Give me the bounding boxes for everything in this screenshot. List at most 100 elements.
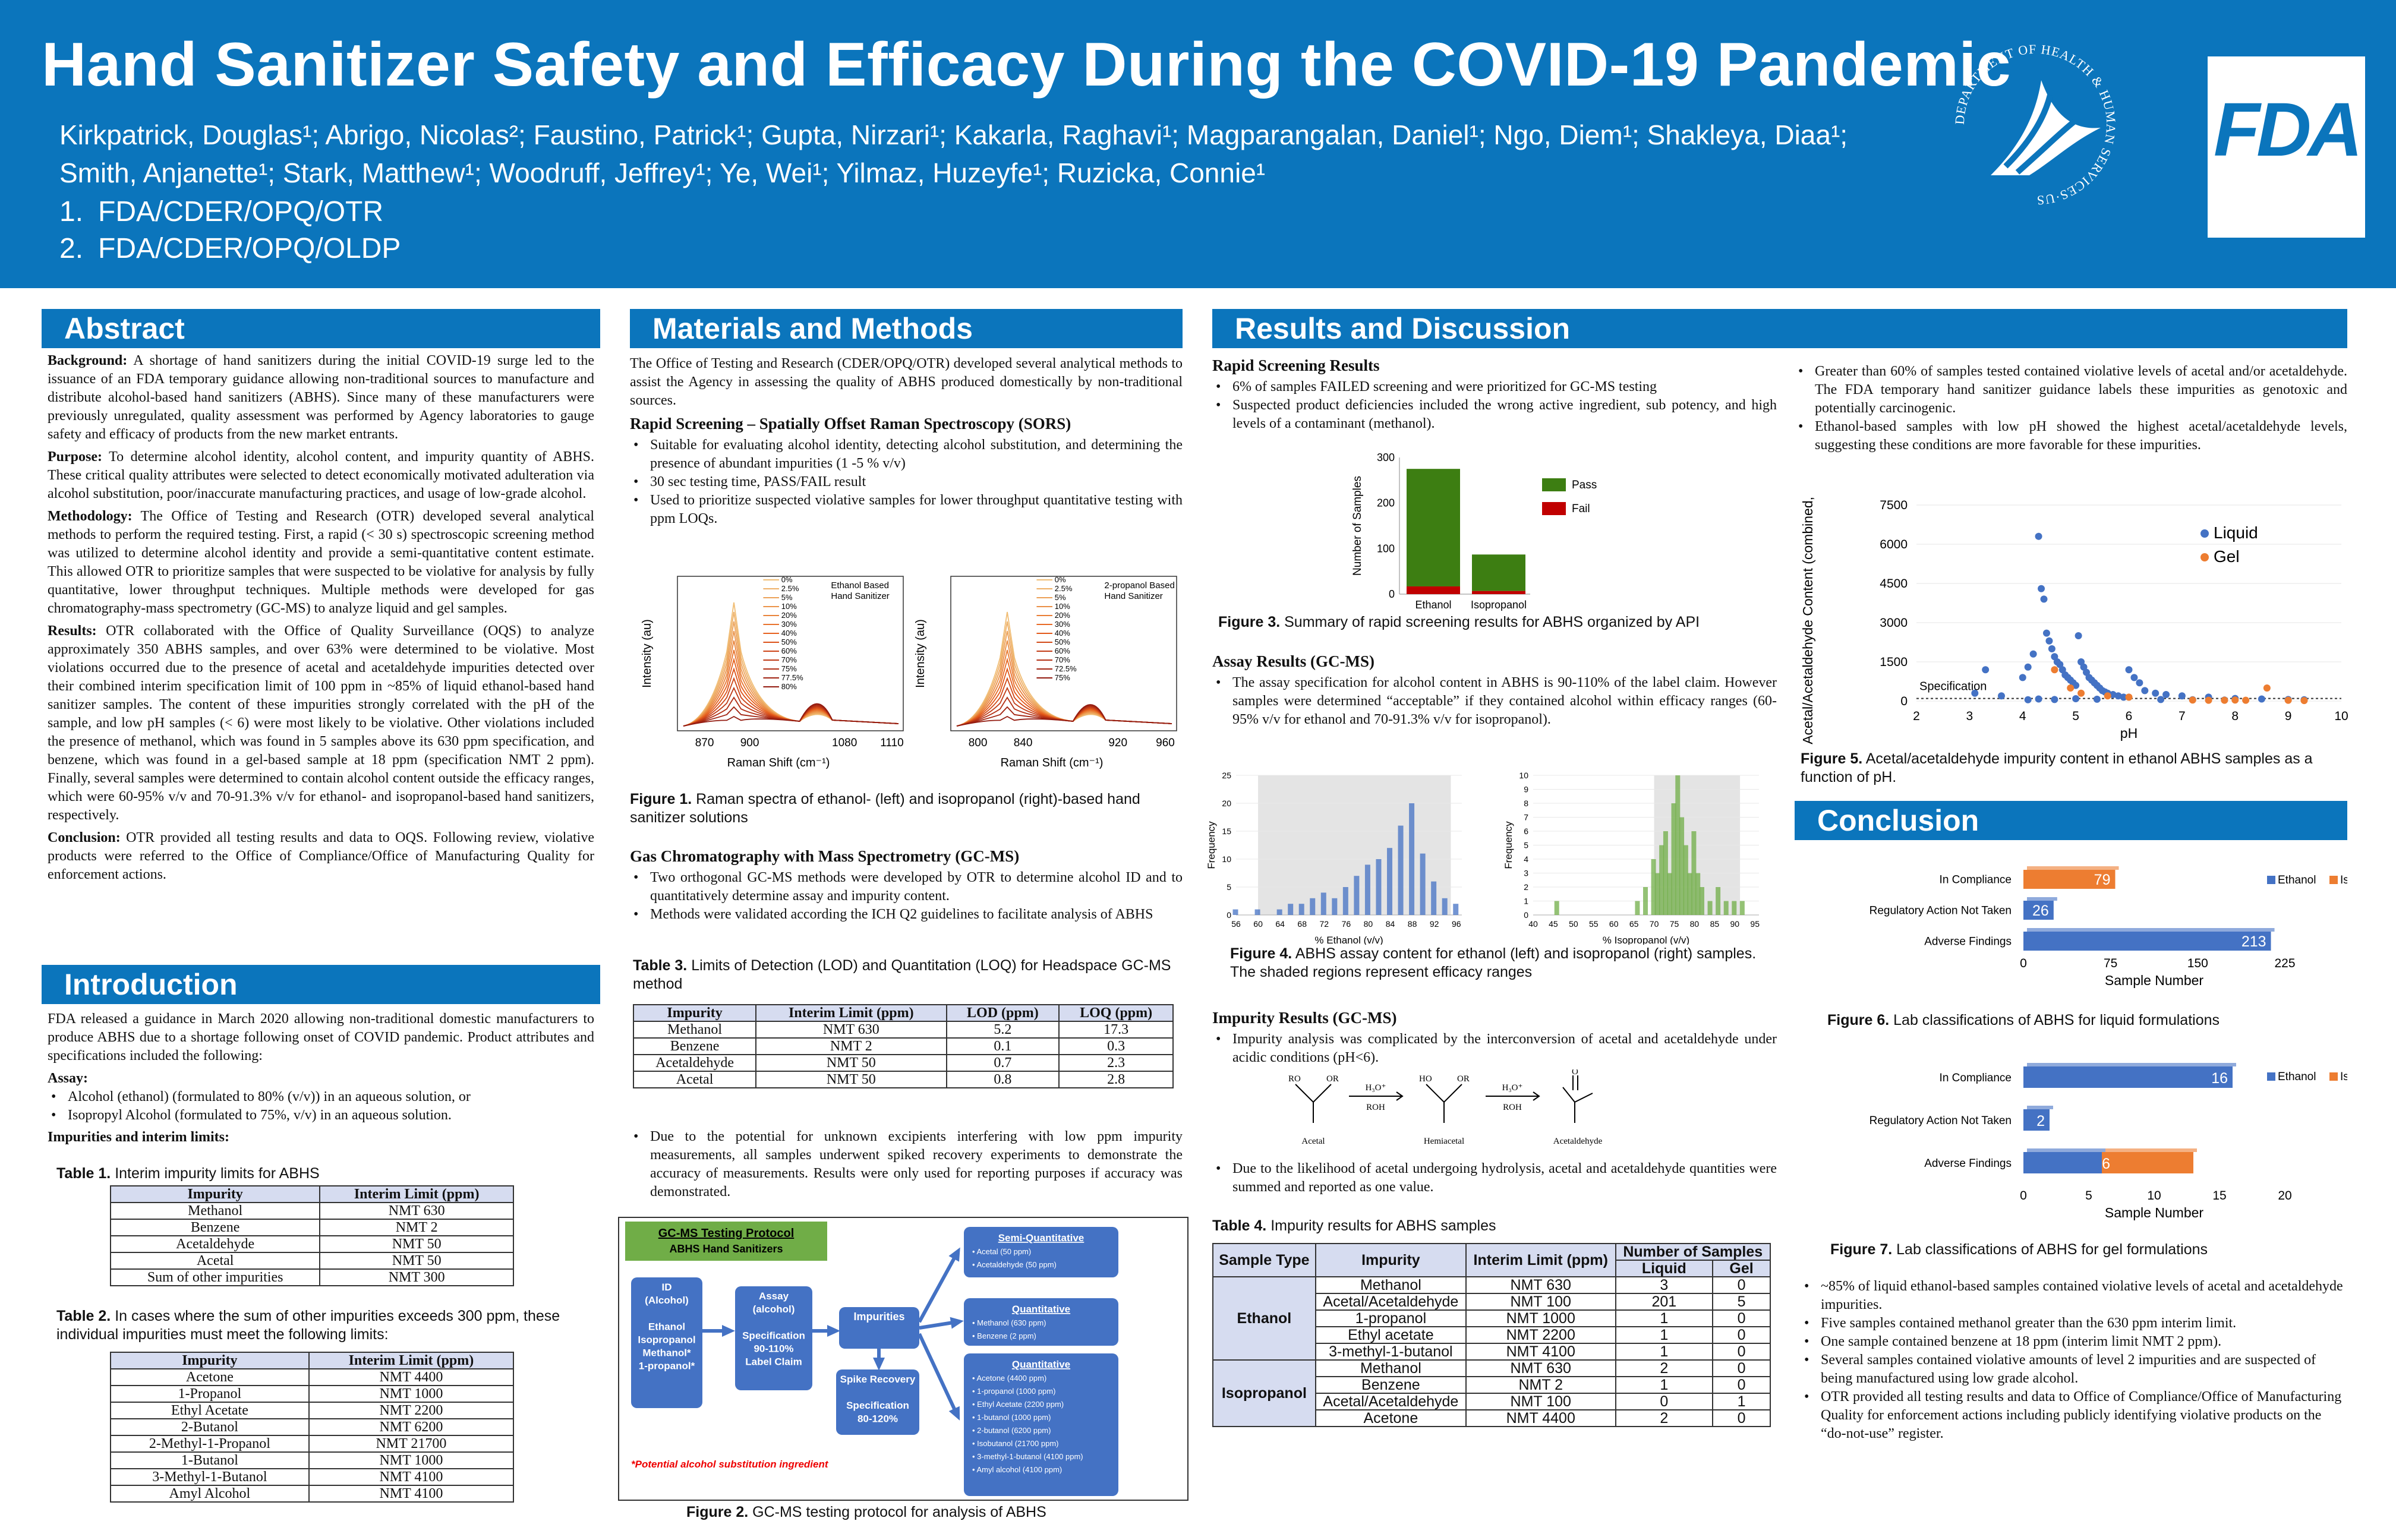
table-4: Sample Type Impurity Interim Limit (ppm) Nu… bbox=[1212, 1243, 1771, 1427]
histogram-bar bbox=[1376, 859, 1382, 915]
chem-label: OR bbox=[1457, 1074, 1470, 1084]
caption-text: Raman spectra of ethanol- (left) and iso… bbox=[630, 791, 1140, 826]
scatter-point-gel bbox=[2242, 696, 2250, 704]
legend-label: Fail bbox=[1572, 503, 1590, 515]
assay-results-heading: Assay Results (GC-MS) bbox=[1212, 652, 1374, 670]
histogram-bar bbox=[1635, 901, 1640, 915]
y-tick-label: 20 bbox=[1222, 799, 1231, 808]
scatter-point-gel bbox=[2221, 696, 2228, 704]
table-row: Acetaldehyde NMT 50 bbox=[109, 1235, 514, 1253]
table-row: 1-Propanol NMT 1000 bbox=[110, 1385, 515, 1403]
protocol-spike-box-text: 80-120% bbox=[857, 1413, 898, 1424]
table-cell: Acetal bbox=[109, 1252, 321, 1270]
raman-spectrum-line bbox=[683, 703, 899, 727]
fda-logo: FDA bbox=[2208, 56, 2365, 238]
table-cell: 0 bbox=[1712, 1359, 1771, 1377]
column-header: Impurity bbox=[109, 1185, 321, 1203]
x-tick-label: 65 bbox=[1629, 919, 1639, 929]
chem-label: O bbox=[1572, 1069, 1578, 1077]
chem-label: HO bbox=[1419, 1074, 1432, 1084]
raman-spectrum-line bbox=[956, 667, 1172, 727]
legend-swatch bbox=[1542, 502, 1566, 515]
scatter-point-gel bbox=[2205, 696, 2212, 704]
table-cell: 0 bbox=[1615, 1393, 1714, 1410]
reagent-label: H₃O⁺ bbox=[1502, 1083, 1523, 1093]
x-tick-label: 90 bbox=[1730, 919, 1739, 929]
bar-ethanol bbox=[2023, 1109, 2050, 1131]
histogram-bar bbox=[1683, 845, 1688, 915]
y-tick-label: 3000 bbox=[1880, 616, 1908, 630]
table-cell: Acetal/Acetaldehyde bbox=[1314, 1393, 1467, 1410]
sors-heading: Rapid Screening – Spatially Offset Raman… bbox=[630, 415, 1071, 433]
introduction-heading: Introduction bbox=[42, 965, 600, 1004]
histogram-bar bbox=[1332, 898, 1338, 915]
x-tick-label: 10 bbox=[2334, 709, 2348, 723]
reagent-label: ROH bbox=[1366, 1103, 1385, 1112]
affiliation-1: FDA/CDER/OPQ/OTR bbox=[98, 196, 384, 228]
raman-legend-entry: 30% bbox=[781, 620, 797, 629]
caption-text: Acetal/acetaldehyde impurity content in … bbox=[1801, 750, 2313, 785]
x-tick-label: 6 bbox=[2126, 709, 2133, 723]
raman-spectrum-line bbox=[956, 630, 1172, 727]
intro-paragraph: FDA released a guidance in March 2020 al… bbox=[48, 1011, 594, 1064]
figure2-caption: Figure 2. GC-MS testing protocol for ana… bbox=[686, 1503, 1162, 1522]
x-axis-label: Sample Number bbox=[2105, 1205, 2204, 1220]
protocol-quant-item: • 3-methyl-1-butanol (4100 ppm) bbox=[972, 1452, 1083, 1461]
table-cell: NMT 100 bbox=[1465, 1293, 1616, 1311]
raman-spectrum-line bbox=[956, 640, 1172, 727]
table-cell: 0.3 bbox=[1058, 1037, 1174, 1055]
y-tick-label: 1500 bbox=[1880, 655, 1908, 669]
bar-value-label: 6 bbox=[2102, 1156, 2110, 1172]
assay-item: Alcohol (ethanol) (formulated to 80% (v/… bbox=[48, 1088, 594, 1106]
finding-item: Ethanol-based samples with low pH showed… bbox=[1795, 418, 2347, 455]
histogram-bar bbox=[1679, 817, 1685, 915]
x-tick-label: 84 bbox=[1386, 919, 1395, 929]
y-tick-label: 0 bbox=[1900, 695, 1908, 708]
histogram-bar bbox=[1554, 901, 1559, 915]
legend-label: Isopropanol bbox=[2340, 874, 2347, 886]
x-tick-label: 64 bbox=[1275, 919, 1285, 929]
raman-spectrum-line bbox=[956, 704, 1172, 727]
scatter-point-liquid bbox=[2120, 693, 2127, 701]
protocol-assay-box-text: Specification bbox=[742, 1330, 805, 1341]
raman-x-tick: 960 bbox=[1156, 737, 1175, 749]
conclusion-body: ~85% of liquid ethanol-based samples con… bbox=[1801, 1277, 2350, 1443]
y-tick-label: 2 bbox=[1524, 882, 1528, 892]
x-tick-label: 5 bbox=[2072, 709, 2079, 723]
raman-legend-entry: 2.5% bbox=[781, 584, 799, 593]
impurity-results-section: Impurity Results (GC-MS) Impurity analys… bbox=[1212, 1004, 1777, 1067]
scatter-point-liquid bbox=[1982, 666, 1990, 674]
x-tick-label: 7 bbox=[2179, 709, 2186, 723]
table-cell: NMT 1000 bbox=[308, 1451, 515, 1469]
table-cell: NMT 50 bbox=[319, 1235, 514, 1253]
raman-legend-entry: 20% bbox=[781, 611, 797, 620]
table-row: Acetal NMT 50 0.8 2.8 bbox=[632, 1071, 1174, 1088]
x-tick-label: 5 bbox=[2085, 1189, 2092, 1203]
caption-label: Figure 4. bbox=[1230, 945, 1292, 962]
column-header: Liquid bbox=[1615, 1260, 1714, 1277]
table-cell: Benzene bbox=[1314, 1376, 1467, 1394]
chem-label: RO bbox=[1288, 1074, 1301, 1084]
caption-label: Table 4. bbox=[1212, 1217, 1267, 1234]
protocol-spike-box-text: Spike Recovery bbox=[840, 1374, 916, 1385]
table-cell: 5 bbox=[1712, 1293, 1771, 1311]
bar-isopropanol bbox=[2023, 870, 2116, 889]
scatter-point-liquid bbox=[2157, 696, 2165, 703]
protocol-id-box-text: ID bbox=[662, 1282, 672, 1293]
assay-results-text: The assay specification for alcohol cont… bbox=[1212, 674, 1777, 729]
protocol-assay-box-text: (alcohol) bbox=[753, 1304, 795, 1315]
scatter-point-liquid bbox=[2152, 689, 2159, 697]
scatter-point-gel bbox=[2231, 696, 2239, 704]
x-tick-label: 10 bbox=[2147, 1189, 2161, 1203]
bar-value-label: 213 bbox=[2241, 933, 2266, 950]
histogram-bar bbox=[1700, 887, 1704, 915]
y-tick-label: 5 bbox=[1524, 841, 1528, 850]
x-tick-label: 80 bbox=[1690, 919, 1700, 929]
y-tick-label: 200 bbox=[1377, 497, 1395, 509]
protocol-quant-box bbox=[964, 1298, 1118, 1346]
bar-value-label: 26 bbox=[2032, 902, 2049, 919]
table-cell: 2 bbox=[1615, 1359, 1714, 1377]
histogram-bar bbox=[1651, 859, 1656, 915]
y-tick-label: 4 bbox=[1524, 854, 1528, 864]
table-cell: Methanol bbox=[632, 1021, 757, 1039]
